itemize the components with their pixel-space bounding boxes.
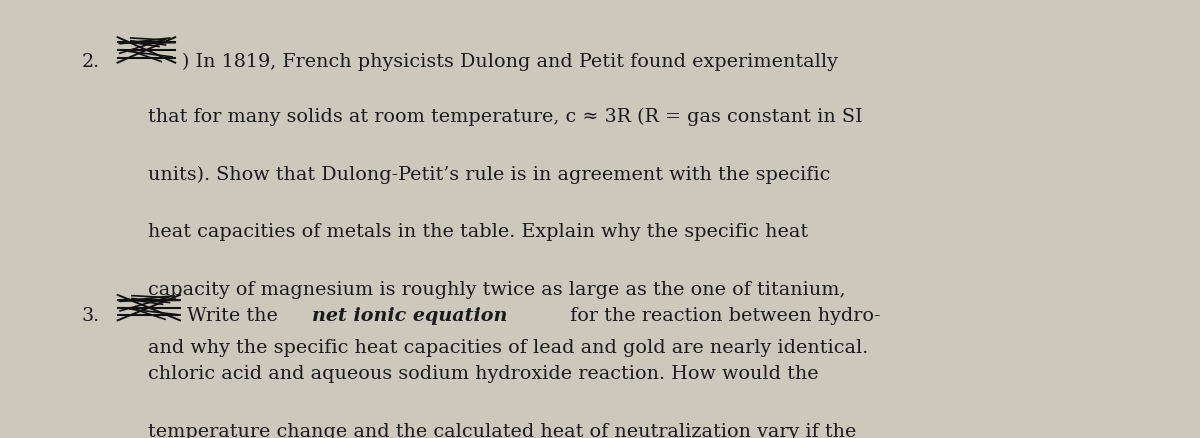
Text: for the reaction between hydro-: for the reaction between hydro- bbox=[564, 307, 881, 325]
Text: capacity of magnesium is roughly twice as large as the one of titanium,: capacity of magnesium is roughly twice a… bbox=[148, 281, 845, 299]
Text: ) In 1819, French physicists Dulong and Petit found experimentally: ) In 1819, French physicists Dulong and … bbox=[182, 53, 839, 71]
Text: net ionic equation: net ionic equation bbox=[312, 307, 508, 325]
Text: 3.: 3. bbox=[82, 307, 100, 325]
Text: chloric acid and aqueous sodium hydroxide reaction. How would the: chloric acid and aqueous sodium hydroxid… bbox=[148, 364, 818, 382]
Text: units). Show that Dulong-Petit’s rule is in agreement with the specific: units). Show that Dulong-Petit’s rule is… bbox=[148, 165, 830, 184]
Text: 2.: 2. bbox=[82, 53, 100, 71]
Text: heat capacities of metals in the table. Explain why the specific heat: heat capacities of metals in the table. … bbox=[148, 223, 808, 241]
Text: temperature change and the calculated heat of neutralization vary if the: temperature change and the calculated he… bbox=[148, 422, 856, 438]
Text: that for many solids at room temperature, c ≈ 3R (R = gas constant in SI: that for many solids at room temperature… bbox=[148, 107, 863, 126]
Text: and why the specific heat capacities of lead and gold are nearly identical.: and why the specific heat capacities of … bbox=[148, 339, 868, 357]
Text: Write the: Write the bbox=[187, 307, 284, 325]
